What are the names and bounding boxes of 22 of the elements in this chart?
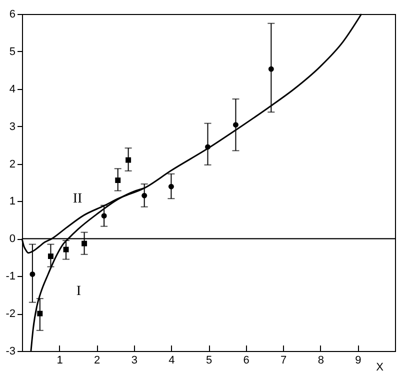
x-tick-label: 6 [243, 354, 250, 366]
y-tick-label: 3 [9, 120, 16, 133]
y-tick-label: 0 [9, 233, 16, 246]
x-axis-title: X [376, 362, 384, 374]
x-tick-label: 9 [355, 354, 362, 366]
x-tick-label: 5 [206, 354, 212, 366]
x-tick-label: 4 [168, 354, 175, 366]
y-tick-label: 2 [9, 158, 16, 170]
x-tick-label: 7 [280, 354, 287, 366]
x-tick-label: 3 [131, 354, 138, 366]
series-label: II [72, 191, 83, 206]
y-tick-label: 1 [9, 196, 16, 208]
text: I [76, 284, 82, 299]
y-tick-label: -1 [6, 270, 16, 283]
x-tick-label: 2 [94, 354, 100, 366]
y-tick-label: -2 [6, 308, 16, 320]
y-tick-label: 4 [9, 83, 16, 96]
y-tick-label: 5 [9, 46, 16, 58]
y-tick-label: 6 [9, 8, 16, 20]
x-tick-label: 1 [56, 354, 63, 366]
y-tick-label: -3 [6, 346, 16, 358]
x-tick-label: 8 [318, 354, 324, 366]
